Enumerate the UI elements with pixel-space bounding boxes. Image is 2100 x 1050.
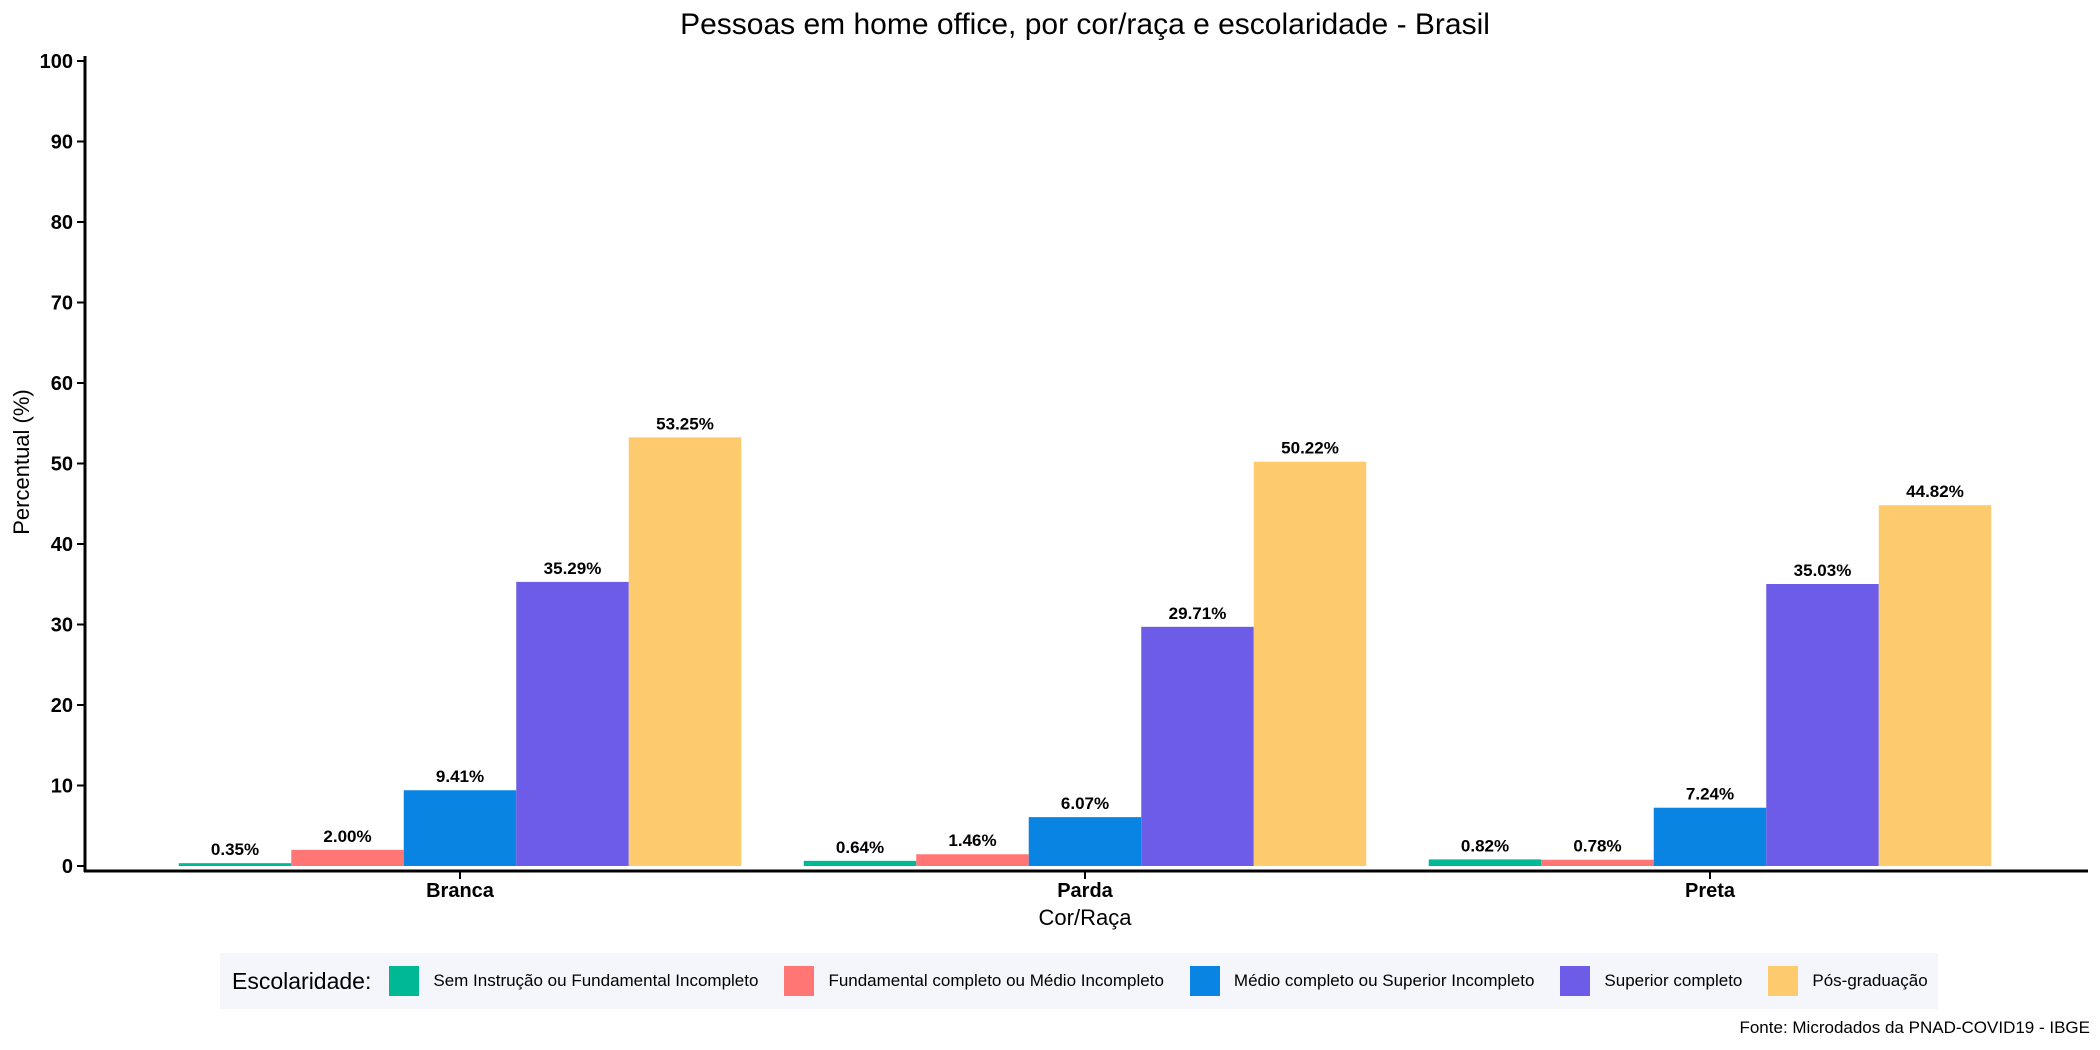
legend-key <box>1768 966 1799 996</box>
data-label: 35.03% <box>1794 561 1852 580</box>
data-label: 0.64% <box>836 838 884 857</box>
x-tick-label: Parda <box>1057 880 1113 902</box>
data-label: 35.29% <box>544 559 602 578</box>
y-tick-label: 20 <box>51 695 73 717</box>
legend-label: Pós-graduação <box>1812 971 1928 990</box>
bar <box>803 860 917 866</box>
bar <box>1428 859 1542 866</box>
bar <box>178 863 292 866</box>
legend-item-fundamental-completo: Fundamental completo ou Médio Incompleto <box>784 966 1164 996</box>
data-label: 0.35% <box>211 840 259 859</box>
y-tick-label: 0 <box>62 856 73 878</box>
legend-label: Superior completo <box>1604 971 1743 990</box>
y-tick-label: 10 <box>51 776 73 798</box>
y-tick-label: 100 <box>40 51 73 73</box>
legend-item-superior-completo: Superior completo <box>1560 966 1742 996</box>
x-axis: Branca Parda Preta <box>426 872 1736 902</box>
bars <box>178 437 1992 866</box>
legend-item-pos-graduacao: Pós-graduação <box>1768 966 1928 996</box>
bar <box>1028 817 1142 866</box>
legend-key <box>784 966 815 996</box>
y-tick-label: 30 <box>51 615 73 637</box>
data-label: 9.41% <box>436 767 484 786</box>
legend-title: Escolaridade: <box>232 967 372 994</box>
bar <box>1141 626 1254 866</box>
x-tick-label: Branca <box>426 880 495 902</box>
data-label: 7.24% <box>1686 785 1734 804</box>
y-tick-label: 90 <box>51 132 73 154</box>
y-tick-label: 40 <box>51 534 73 556</box>
y-tick-label: 70 <box>51 293 73 315</box>
data-label: 0.82% <box>1461 836 1509 855</box>
bar <box>1766 584 1879 866</box>
legend-key <box>389 966 420 996</box>
bar <box>1253 461 1367 866</box>
legend-label: Fundamental completo ou Médio Incompleto <box>828 971 1164 990</box>
data-label: 2.00% <box>323 827 371 846</box>
data-labels: 0.35% 2.00% 9.41% 35.29% 53.25% 0.64% 1.46% 6.0… <box>211 414 1964 859</box>
y-tick-label: 50 <box>51 454 73 476</box>
bar <box>628 437 742 866</box>
bar <box>403 790 517 866</box>
legend-key <box>1560 966 1591 996</box>
legend: Escolaridade: Sem Instrução ou Fundament… <box>220 953 1938 1009</box>
y-axis-title: Percentual (%) <box>9 389 34 535</box>
y-tick-label: 80 <box>51 212 73 234</box>
bar <box>516 581 629 866</box>
bar <box>291 849 404 866</box>
source-caption: Fonte: Microdados da PNAD-COVID19 - IBGE <box>1739 1018 2090 1037</box>
bar <box>1653 807 1767 866</box>
data-label: 50.22% <box>1281 439 1339 458</box>
legend-label: Médio completo ou Superior Incompleto <box>1233 971 1535 990</box>
bar <box>916 854 1029 866</box>
y-axis: 0 10 20 30 40 50 60 70 80 90 100 <box>40 51 85 878</box>
data-label: 53.25% <box>656 414 714 433</box>
data-label: 6.07% <box>1061 794 1109 813</box>
legend-item-medio-completo: Médio completo ou Superior Incompleto <box>1189 966 1535 996</box>
x-tick-label: Preta <box>1685 880 1736 902</box>
chart-title: Pessoas em home office, por cor/raça e e… <box>680 8 1490 41</box>
data-label: 1.46% <box>948 831 996 850</box>
data-label: 44.82% <box>1906 482 1964 501</box>
legend-item-sem-instrucao: Sem Instrução ou Fundamental Incompleto <box>389 966 758 996</box>
bar <box>1878 505 1992 866</box>
legend-key <box>1189 966 1220 996</box>
legend-label: Sem Instrução ou Fundamental Incompleto <box>433 971 759 990</box>
x-axis-title: Cor/Raça <box>1039 905 1133 930</box>
data-label: 29.71% <box>1169 604 1227 623</box>
y-tick-label: 60 <box>51 373 73 395</box>
bar <box>1541 859 1654 866</box>
data-label: 0.78% <box>1573 837 1621 856</box>
